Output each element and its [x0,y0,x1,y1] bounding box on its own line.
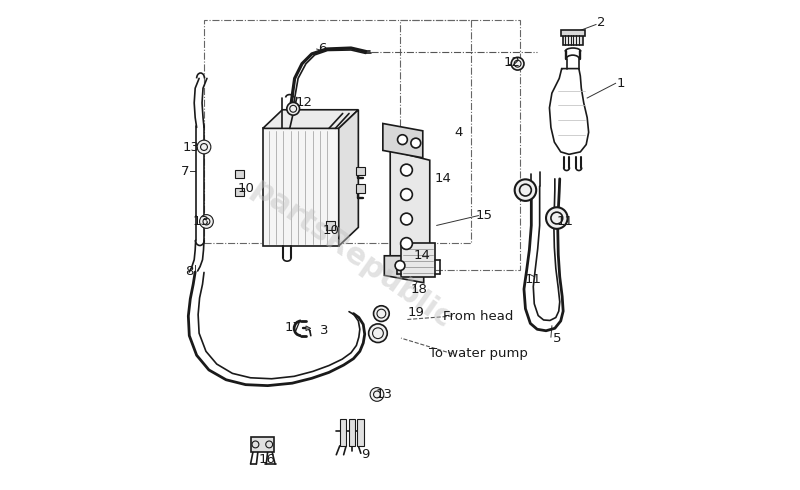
Bar [326,221,335,230]
Polygon shape [384,256,424,283]
Text: 10: 10 [238,182,254,195]
Circle shape [197,140,211,154]
Text: 13: 13 [182,141,199,153]
Circle shape [401,238,412,249]
Text: 18: 18 [410,283,427,295]
Text: 3: 3 [320,324,328,337]
Bar [356,167,366,175]
Text: 6: 6 [318,43,326,55]
Text: 12: 12 [503,56,520,69]
Text: From head: From head [443,310,514,322]
Polygon shape [390,150,430,266]
Polygon shape [262,110,358,128]
Text: 5: 5 [553,332,561,344]
Text: 11: 11 [556,215,573,228]
Bar [235,170,244,178]
Text: 12: 12 [296,97,313,109]
Text: 1: 1 [616,77,625,90]
Text: 17: 17 [285,321,302,334]
Circle shape [514,179,536,201]
Text: 7: 7 [181,165,190,178]
Bar [340,419,346,446]
Text: 16: 16 [258,453,275,466]
Text: 14: 14 [414,249,430,262]
Circle shape [199,215,214,228]
Circle shape [401,164,412,176]
Bar [358,419,364,446]
Polygon shape [383,123,422,158]
Bar [262,128,338,246]
Text: 4: 4 [454,126,463,139]
Polygon shape [306,326,311,331]
Circle shape [546,207,567,229]
Circle shape [401,213,412,225]
Bar [204,20,471,243]
Bar [400,20,520,270]
Text: 2: 2 [597,16,605,28]
Circle shape [398,135,407,145]
Circle shape [287,102,299,115]
Bar [349,419,355,446]
Circle shape [369,324,387,343]
Bar [561,30,586,36]
Circle shape [374,306,390,321]
Text: 15: 15 [476,209,493,222]
Text: 13: 13 [376,388,393,401]
Text: 8: 8 [185,266,194,278]
Text: 11: 11 [525,273,542,286]
Text: 19: 19 [408,306,425,319]
Text: 10: 10 [323,224,340,237]
Bar [235,188,244,196]
Circle shape [395,261,405,270]
Circle shape [411,138,421,148]
Text: partsRepublic: partsRepublic [245,174,457,335]
Bar [250,437,274,452]
Text: 13: 13 [192,215,209,228]
Text: 9: 9 [362,448,370,461]
Text: To water pump: To water pump [429,347,528,360]
Circle shape [370,388,384,401]
Bar [356,184,366,193]
Circle shape [401,189,412,200]
Polygon shape [338,110,358,246]
Bar [402,243,434,277]
Circle shape [511,57,524,70]
Text: 14: 14 [434,172,451,185]
Bar [562,35,583,45]
